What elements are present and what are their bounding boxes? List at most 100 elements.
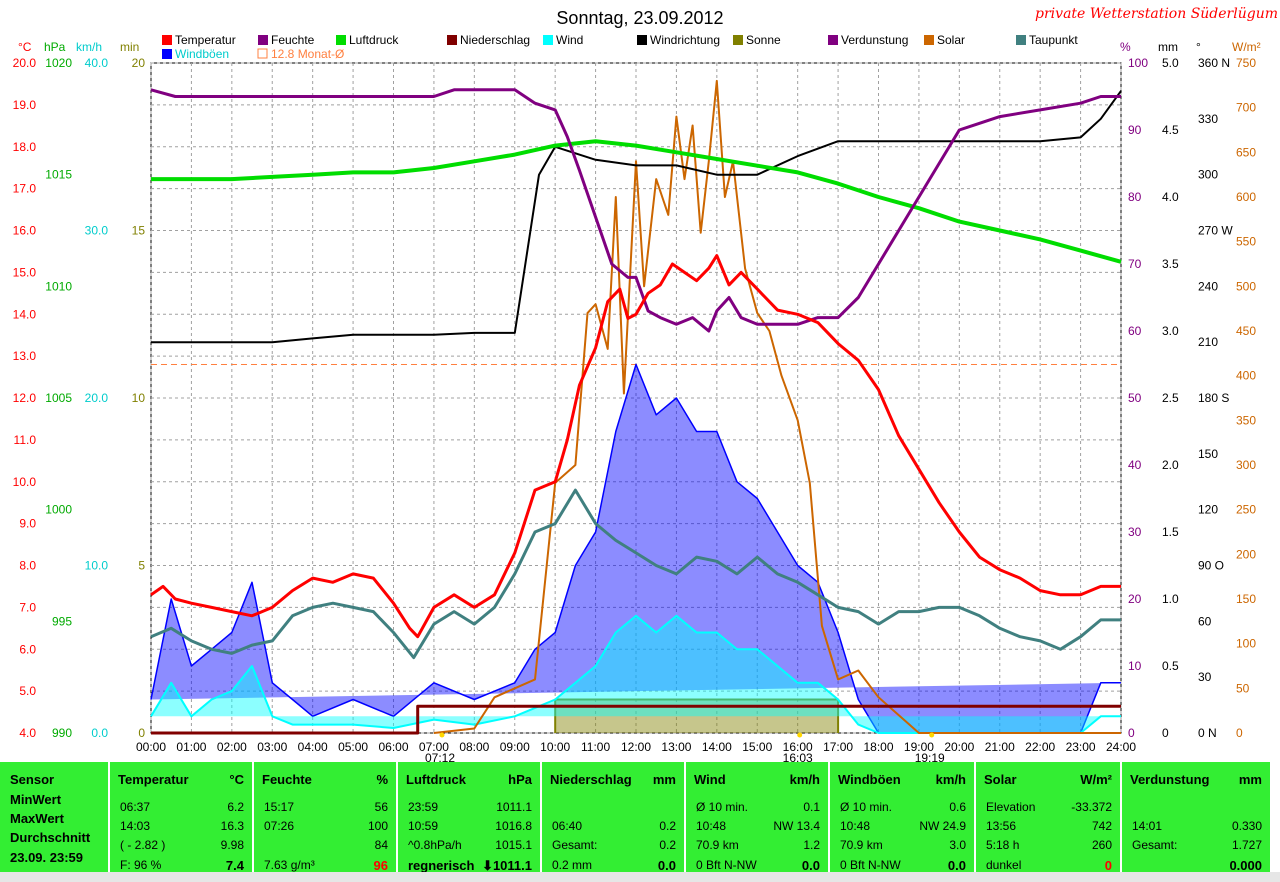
- x-tick-label: 24:00: [1106, 740, 1136, 754]
- series-wind: [150, 614, 1121, 734]
- sunrise-time: 07:12: [425, 751, 455, 762]
- solar-row-label: Elevation: [986, 800, 1036, 814]
- wind-tick-label: 40.0: [85, 56, 109, 70]
- wind-tick-label: 10.0: [85, 559, 109, 573]
- wind-row-value: 0.0: [801, 858, 820, 873]
- temperature-row-value: 6.2: [227, 800, 244, 814]
- x-tick-label: 11:00: [581, 740, 610, 754]
- pressure-row-label: 10:59: [408, 819, 439, 833]
- station-name: private Wetterstation Süderlügum: [1035, 6, 1278, 22]
- gusts-unit: km/h: [935, 772, 966, 787]
- temp-tick-label: 16.0: [13, 224, 37, 238]
- humidity-unit: %: [376, 772, 388, 787]
- legend-label: Windböen: [175, 47, 229, 61]
- humidity-tick-label: 0: [1128, 726, 1135, 740]
- dir-tick-label: 180 S: [1198, 391, 1229, 405]
- humidity-tick-label: 20: [1128, 592, 1142, 606]
- highlight-marker: [797, 732, 803, 738]
- legend-swatch: [336, 35, 346, 45]
- gusts-row-value: 3.0: [949, 838, 966, 852]
- series-solar: [433, 79, 1121, 734]
- rain-row-value: 0.2: [659, 838, 676, 852]
- sensor-head: Sensor: [10, 772, 55, 787]
- x-tick-label: 01:00: [176, 740, 206, 754]
- humidity-row-label: 7.63 g/m³: [264, 858, 315, 872]
- gusts-row-label: 10:48: [840, 819, 871, 833]
- pressure-row-label: regnerisch: [408, 858, 475, 873]
- temp-tick-label: 13.0: [13, 349, 37, 363]
- humidity-unit: %: [1120, 40, 1131, 54]
- humidity-tick-label: 40: [1128, 458, 1142, 472]
- humidity-row-value: 100: [367, 819, 388, 833]
- series-luftdruck: [151, 139, 1122, 264]
- series-windrichtung: [151, 90, 1122, 344]
- rain-tick-label: 4.0: [1162, 190, 1179, 204]
- wind-row-label: Ø 10 min.: [696, 800, 749, 814]
- x-tick-label: 20:00: [944, 740, 974, 754]
- stats-table: Sensor MinWert MaxWert Durchschnitt 23.0…: [0, 762, 1280, 873]
- series-sonne: [554, 698, 840, 733]
- wind-unit: km/h: [76, 40, 102, 54]
- solar-tick-label: 350: [1236, 413, 1256, 427]
- solar-row-value: -33.372: [1071, 800, 1112, 814]
- legend-label: Niederschlag: [460, 33, 530, 47]
- rain-row-label: 06:40: [552, 819, 583, 833]
- temp-tick-label: 20.0: [13, 56, 37, 70]
- gusts-row-label: Ø 10 min.: [840, 800, 893, 814]
- solar-tick-label: 500: [1236, 279, 1256, 293]
- legend-swatch: [828, 35, 838, 45]
- sunset-marker: [929, 732, 935, 738]
- rain-tick-label: 3.0: [1162, 324, 1179, 338]
- temp-tick-label: 5.0: [19, 684, 36, 698]
- x-tick-label: 09:00: [500, 740, 530, 754]
- dir-tick-label: 300: [1198, 168, 1218, 182]
- highlight-time: 16:03: [783, 751, 813, 762]
- humidity-tick-label: 30: [1128, 525, 1142, 539]
- pressure-tick-label: 1010: [45, 279, 72, 293]
- humidity-tick-label: 10: [1128, 659, 1142, 673]
- legend-swatch: [162, 49, 172, 59]
- temperature-row-value: 9.98: [220, 838, 244, 852]
- dir-unit: °: [1196, 40, 1201, 54]
- x-tick-label: 06:00: [378, 740, 408, 754]
- wind-row-value: NW 13.4: [773, 819, 820, 833]
- solar-tick-label: 200: [1236, 547, 1256, 561]
- pressure-tick-label: 995: [52, 614, 72, 628]
- gusts-row-value: NW 24.9: [919, 819, 966, 833]
- legend-label: Sonne: [746, 33, 781, 47]
- evaporation-head: Verdunstung: [1130, 772, 1210, 787]
- rain-unit: mm: [652, 772, 676, 787]
- dir-tick-label: 270 W: [1198, 224, 1233, 238]
- solar-unit: W/m²: [1080, 772, 1112, 787]
- rain-tick-label: 2.5: [1162, 391, 1179, 405]
- series-niederschlag: [151, 704, 1121, 735]
- solar-tick-label: 600: [1236, 190, 1256, 204]
- temperature-row-label: F: 96 %: [120, 858, 162, 872]
- weather-chart: 00:00 01:00 02:00 03:00 04:00 05:00 06:00 07:00…: [13, 6, 1278, 762]
- pressure-row-value: ⬇1011.1: [482, 858, 532, 873]
- legend-label: Solar: [937, 33, 965, 47]
- gusts-row-value: 0.0: [947, 858, 966, 873]
- sun-tick-label: 10: [132, 391, 146, 405]
- x-tick-label: 17:00: [823, 740, 853, 754]
- solar-tick-label: 100: [1236, 637, 1256, 651]
- temp-tick-label: 4.0: [19, 726, 36, 740]
- series-layer: [150, 79, 1122, 735]
- pressure-row-value: 1011.1: [496, 800, 532, 814]
- humidity-tick-label: 70: [1128, 257, 1142, 271]
- legend-swatch: [733, 35, 743, 45]
- sun-tick-label: 15: [132, 224, 146, 238]
- humidity-row-value: 96: [373, 858, 388, 873]
- legend-label: Temperatur: [175, 33, 236, 47]
- wind-head: Wind: [694, 772, 726, 787]
- legend-swatch: [637, 35, 647, 45]
- x-tick-label: 08:00: [459, 740, 489, 754]
- dir-tick-label: 210: [1198, 335, 1218, 349]
- dir-tick-label: 120: [1198, 503, 1218, 517]
- chart-title: Sonntag, 23.09.2012: [556, 8, 723, 28]
- wind-row-label: 10:48: [696, 819, 727, 833]
- solar-tick-label: 750: [1236, 56, 1256, 70]
- humidity-tick-label: 80: [1128, 190, 1142, 204]
- temp-tick-label: 11.0: [14, 433, 37, 447]
- solar-unit: W/m²: [1232, 40, 1261, 54]
